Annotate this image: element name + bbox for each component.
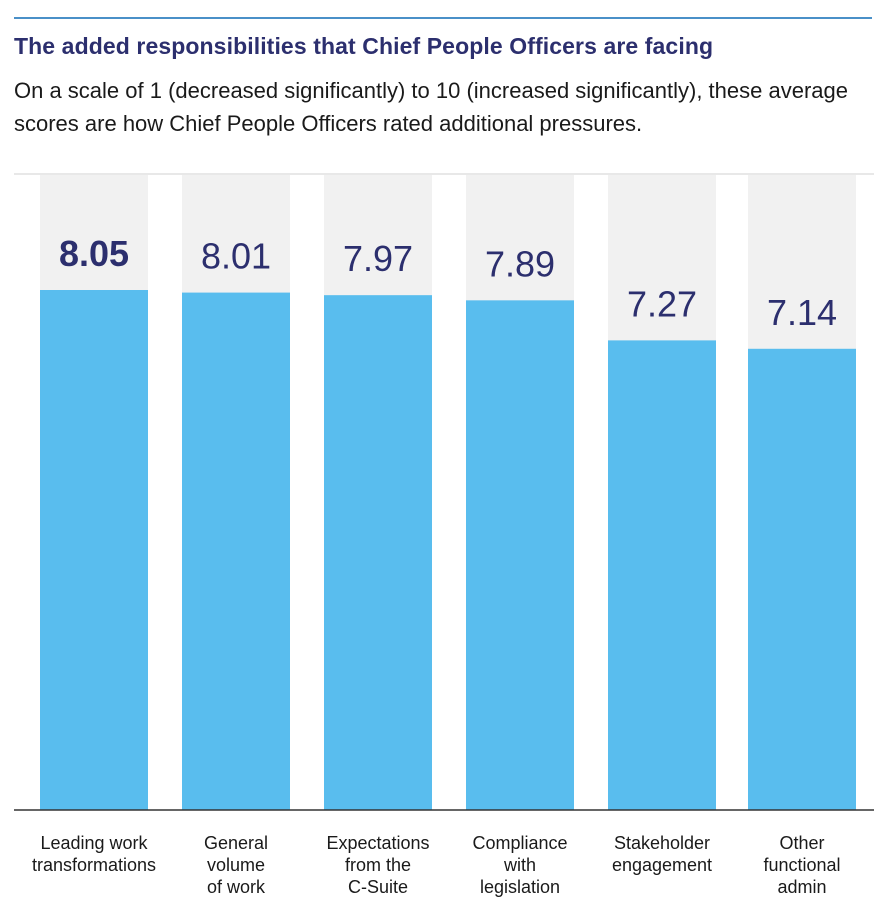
category-label: Other [779, 833, 824, 853]
category-label: volume [207, 855, 265, 875]
top-rule [14, 17, 872, 19]
data-label: 7.27 [627, 283, 697, 324]
bar [466, 300, 574, 810]
category-label: Stakeholder [614, 833, 710, 853]
category-label: engagement [612, 855, 712, 875]
data-label: 7.89 [485, 243, 555, 284]
category-label: with [503, 855, 536, 875]
category-label: functional [763, 855, 840, 875]
data-label: 8.05 [59, 233, 129, 274]
category-label: Compliance [472, 833, 567, 853]
bar [40, 290, 148, 810]
category-label: General [204, 833, 268, 853]
bar [608, 340, 716, 810]
chart-subtitle: On a scale of 1 (decreased significantly… [14, 78, 848, 136]
category-label: legislation [480, 877, 560, 897]
data-label: 8.01 [201, 236, 271, 277]
category-label: Leading work [40, 833, 148, 853]
chart-title: The added responsibilities that Chief Pe… [14, 33, 714, 59]
data-label: 7.14 [767, 292, 837, 333]
data-label: 7.97 [343, 238, 413, 279]
category-label: Expectations [326, 833, 429, 853]
bar [182, 292, 290, 810]
category-label: of work [207, 877, 266, 897]
bar [748, 348, 856, 810]
category-label: transformations [32, 855, 156, 875]
bar [324, 295, 432, 810]
category-label: from the [345, 855, 411, 875]
category-label: C-Suite [348, 877, 408, 897]
category-label: admin [777, 877, 826, 897]
